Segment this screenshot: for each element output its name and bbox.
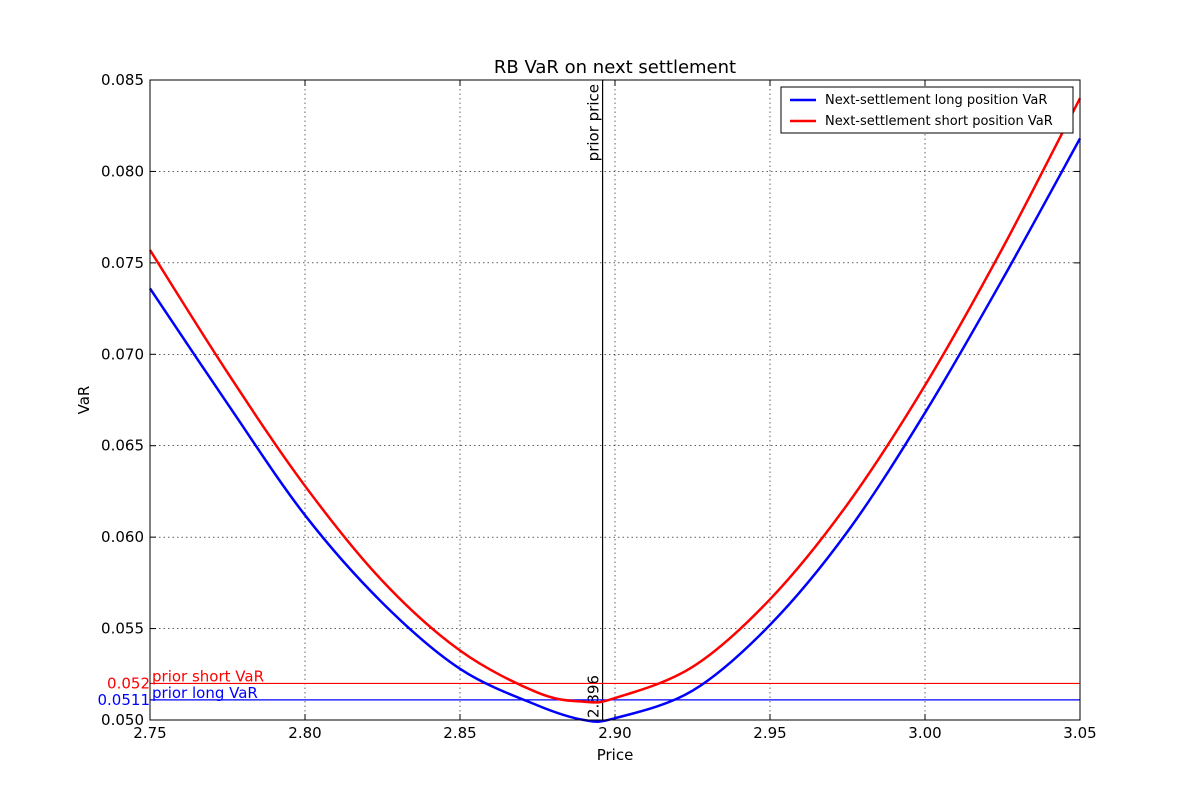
prior-price-label: prior price xyxy=(585,84,603,161)
y-tick-label: 0.085 xyxy=(101,71,144,89)
legend-label: Next-settlement short position VaR xyxy=(825,114,1053,129)
prior-price-value: 2.896 xyxy=(585,675,603,718)
reference-lines: prior price 2.896 prior short VaR0.052prio… xyxy=(98,80,1080,720)
x-tick-label: 2.95 xyxy=(753,724,786,742)
series-lines xyxy=(148,97,1082,723)
x-tick-label: 2.90 xyxy=(598,724,631,742)
series-line-long xyxy=(148,137,1082,723)
x-tick-label: 3.00 xyxy=(908,724,941,742)
reference-line-value: 0.0511 xyxy=(98,691,151,709)
y-tick-label: 0.060 xyxy=(101,528,144,546)
reference-line-label: prior long VaR xyxy=(152,684,258,702)
x-tick-label: 3.05 xyxy=(1063,724,1096,742)
y-tick-label: 0.050 xyxy=(101,711,144,729)
y-tick-label: 0.065 xyxy=(101,437,144,455)
y-axis-label: VaR xyxy=(75,386,93,415)
reference-line-label: prior short VaR xyxy=(152,667,264,685)
x-tick-label: 2.80 xyxy=(288,724,321,742)
x-tick-label: 2.75 xyxy=(133,724,166,742)
x-axis-ticks: 2.75 2.80 2.85 2.90 2.95 3.00 3.05 xyxy=(133,80,1097,742)
x-axis-label: Price xyxy=(597,746,634,764)
plot-area-frame xyxy=(149,79,1081,721)
y-axis-ticks: 0.050 0.055 0.060 0.065 0.070 0.075 0.080 0.085 xyxy=(101,71,1080,729)
legend-box xyxy=(780,86,1074,134)
y-tick-label: 0.080 xyxy=(101,162,144,180)
x-tick-label: 2.85 xyxy=(443,724,476,742)
series-line-short xyxy=(148,97,1082,704)
legend: Next-settlement long position VaR Next-se… xyxy=(780,86,1074,134)
y-tick-label: 0.055 xyxy=(101,620,144,638)
y-tick-label: 0.070 xyxy=(101,345,144,363)
legend-label: Next-settlement long position VaR xyxy=(825,93,1047,108)
reference-line-value: 0.052 xyxy=(107,674,150,692)
y-tick-label: 0.075 xyxy=(101,254,144,272)
chart-title: RB VaR on next settlement xyxy=(494,57,736,78)
